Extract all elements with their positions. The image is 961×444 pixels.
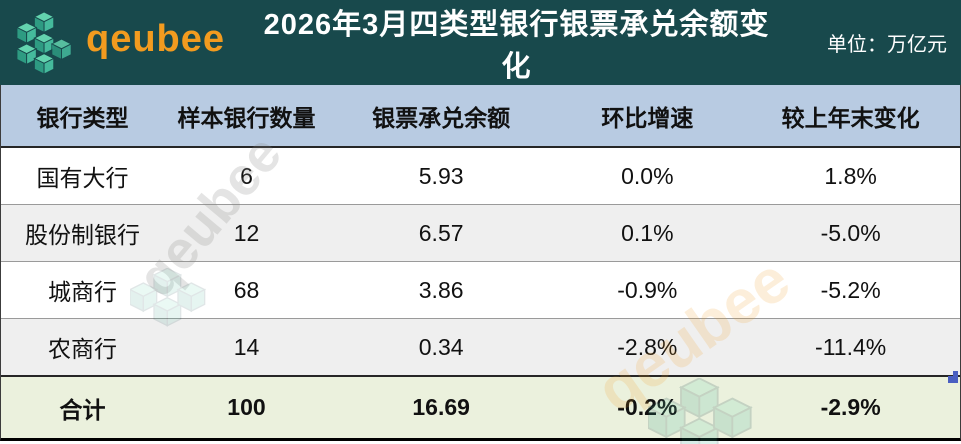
cell-sample-count: 100 xyxy=(227,394,266,420)
table-row: 股份制银行 12 6.57 0.1% -5.0% xyxy=(1,205,960,262)
cell-ytd-change: -2.9% xyxy=(820,394,881,420)
cell-bank-type: 股份制银行 xyxy=(25,222,140,248)
col-header-ytd-change: 较上年末变化 xyxy=(781,104,920,131)
cell-mom-growth: 0.1% xyxy=(621,219,674,246)
table-row: 国有大行 6 5.93 0.0% 1.8% xyxy=(1,148,960,205)
cell-ytd-change: -11.4% xyxy=(815,333,887,360)
cell-mom-growth: 0.0% xyxy=(621,162,674,189)
table-row: 农商行 14 0.34 -2.8% -11.4% xyxy=(1,319,960,377)
cell-sample-count: 6 xyxy=(240,162,253,189)
logo: qeubee xyxy=(16,11,256,74)
col-header-mom-growth: 环比增速 xyxy=(601,104,694,131)
cell-mom-growth: -0.9% xyxy=(617,276,678,303)
page-title: 2026年3月四类型银行银票承兑余额变化 xyxy=(263,8,770,83)
blue-step-mark xyxy=(948,371,958,383)
cell-ytd-change: 1.8% xyxy=(824,162,877,189)
col-header-sample-count: 样本银行数量 xyxy=(177,104,316,131)
cell-balance: 6.57 xyxy=(418,219,464,246)
cell-ytd-change: -5.0% xyxy=(820,219,881,246)
table-header-row: 银行类型 样本银行数量 银票承兑余额 环比增速 较上年末变化 xyxy=(1,85,960,148)
header-bar: qeubee 2026年3月四类型银行银票承兑余额变化 单位：万亿元 xyxy=(0,0,961,85)
cell-bank-type: 合计 xyxy=(59,396,106,423)
data-table: 银行类型 样本银行数量 银票承兑余额 环比增速 较上年末变化 国有大行 6 5.… xyxy=(0,85,961,441)
cell-bank-type: 城商行 xyxy=(48,279,117,305)
cell-sample-count: 12 xyxy=(233,219,260,246)
table-total-row: 合计 100 16.69 -0.2% -2.9% xyxy=(1,377,960,438)
cell-bank-type: 国有大行 xyxy=(36,165,129,191)
cell-bank-type: 农商行 xyxy=(48,336,117,362)
cell-sample-count: 14 xyxy=(233,333,260,360)
cell-balance: 0.34 xyxy=(418,333,464,360)
cell-mom-growth: -0.2% xyxy=(617,394,678,420)
cell-mom-growth: -2.8% xyxy=(617,333,678,360)
cell-balance: 5.93 xyxy=(418,162,464,189)
cell-balance: 3.86 xyxy=(418,276,464,303)
cell-sample-count: 68 xyxy=(233,276,260,303)
table-row: 城商行 68 3.86 -0.9% -5.2% xyxy=(1,262,960,319)
col-header-balance: 银票承兑余额 xyxy=(372,104,511,131)
unit-label: 单位：万亿元 xyxy=(827,34,947,56)
qeubee-cubes-icon xyxy=(16,11,72,74)
cell-balance: 16.69 xyxy=(412,394,470,420)
logo-text: qeubee xyxy=(86,18,226,60)
cell-ytd-change: -5.2% xyxy=(820,276,881,303)
col-header-bank-type: 银行类型 xyxy=(36,104,129,131)
